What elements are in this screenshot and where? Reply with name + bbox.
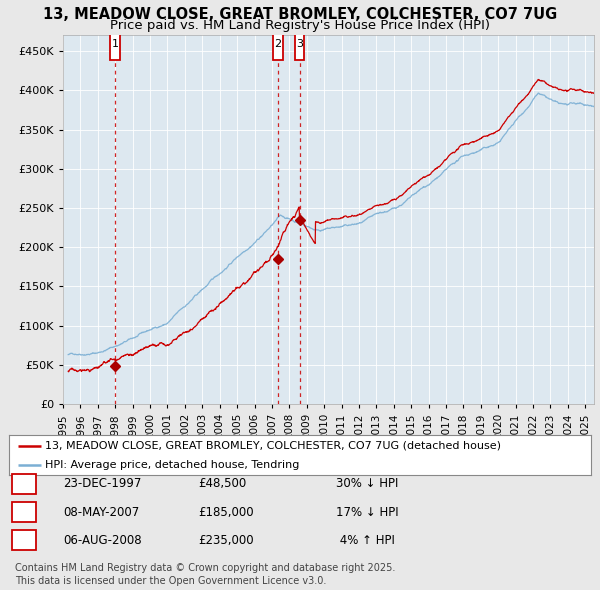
Text: 2: 2 — [20, 506, 28, 519]
Text: HPI: Average price, detached house, Tendring: HPI: Average price, detached house, Tend… — [45, 460, 299, 470]
Text: Price paid vs. HM Land Registry's House Price Index (HPI): Price paid vs. HM Land Registry's House … — [110, 19, 490, 32]
Text: 08-MAY-2007: 08-MAY-2007 — [63, 506, 139, 519]
Text: £235,000: £235,000 — [198, 534, 254, 547]
FancyBboxPatch shape — [273, 30, 283, 60]
Text: 30% ↓ HPI: 30% ↓ HPI — [336, 477, 398, 490]
Text: Contains HM Land Registry data © Crown copyright and database right 2025.
This d: Contains HM Land Registry data © Crown c… — [15, 563, 395, 586]
Text: 2: 2 — [274, 39, 281, 49]
Text: 3: 3 — [20, 534, 28, 547]
FancyBboxPatch shape — [295, 30, 304, 60]
Text: 23-DEC-1997: 23-DEC-1997 — [63, 477, 142, 490]
FancyBboxPatch shape — [110, 30, 119, 60]
Text: 1: 1 — [20, 477, 28, 490]
Text: 4% ↑ HPI: 4% ↑ HPI — [336, 534, 395, 547]
Text: 06-AUG-2008: 06-AUG-2008 — [63, 534, 142, 547]
Text: 1: 1 — [112, 39, 118, 49]
Text: £185,000: £185,000 — [198, 506, 254, 519]
Text: 3: 3 — [296, 39, 303, 49]
Text: 13, MEADOW CLOSE, GREAT BROMLEY, COLCHESTER, CO7 7UG: 13, MEADOW CLOSE, GREAT BROMLEY, COLCHES… — [43, 7, 557, 22]
Text: 17% ↓ HPI: 17% ↓ HPI — [336, 506, 398, 519]
Text: 13, MEADOW CLOSE, GREAT BROMLEY, COLCHESTER, CO7 7UG (detached house): 13, MEADOW CLOSE, GREAT BROMLEY, COLCHES… — [45, 441, 501, 451]
Text: £48,500: £48,500 — [198, 477, 246, 490]
